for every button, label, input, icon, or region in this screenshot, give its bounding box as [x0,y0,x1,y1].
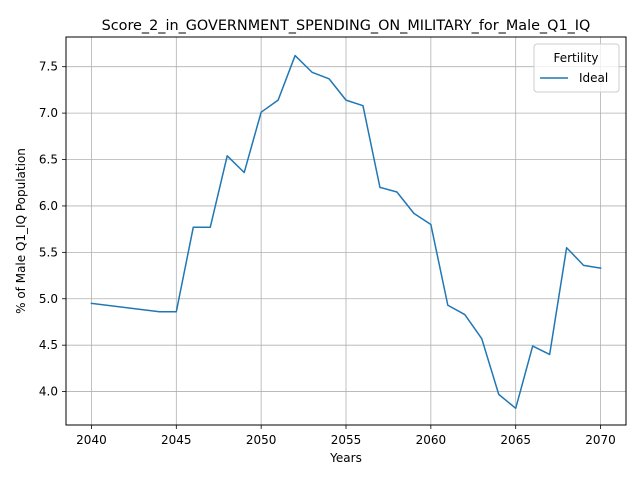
x-tick-label: 2055 [331,433,362,447]
chart-title: Score_2_in_GOVERNMENT_SPENDING_ON_MILITA… [102,18,591,34]
x-tick-label: 2050 [246,433,277,447]
x-tick-label: 2045 [161,433,192,447]
y-axis-ticks: 4.0 4.5 5.0 5.5 6.0 6.5 7.0 7.5 [39,60,66,399]
legend-box [533,43,620,93]
x-tick-label: 2070 [585,433,616,447]
y-tick-label: 5.0 [39,292,58,306]
x-axis-label: Years [329,451,362,465]
legend-title: Fertility [553,51,598,65]
x-axis-ticks: 2040 2045 2050 2055 2060 2065 2070 [76,425,616,447]
x-tick-label: 2060 [416,433,447,447]
y-tick-label: 7.0 [39,106,58,120]
y-axis-label: % of Male Q1_IQ Population [14,148,28,314]
y-tick-label: 7.5 [39,60,58,74]
y-tick-label: 4.5 [39,338,58,352]
legend: Fertility Ideal [533,43,620,93]
y-tick-label: 5.5 [39,245,58,259]
x-tick-label: 2040 [76,433,107,447]
series-line-ideal [90,54,602,410]
x-tick-label: 2065 [500,433,531,447]
y-tick-label: 4.0 [39,385,58,399]
grid [66,37,626,425]
series-layer [90,54,602,410]
y-tick-label: 6.0 [39,199,58,213]
y-tick-label: 6.5 [39,153,58,167]
legend-entry-label: Ideal [579,71,608,85]
